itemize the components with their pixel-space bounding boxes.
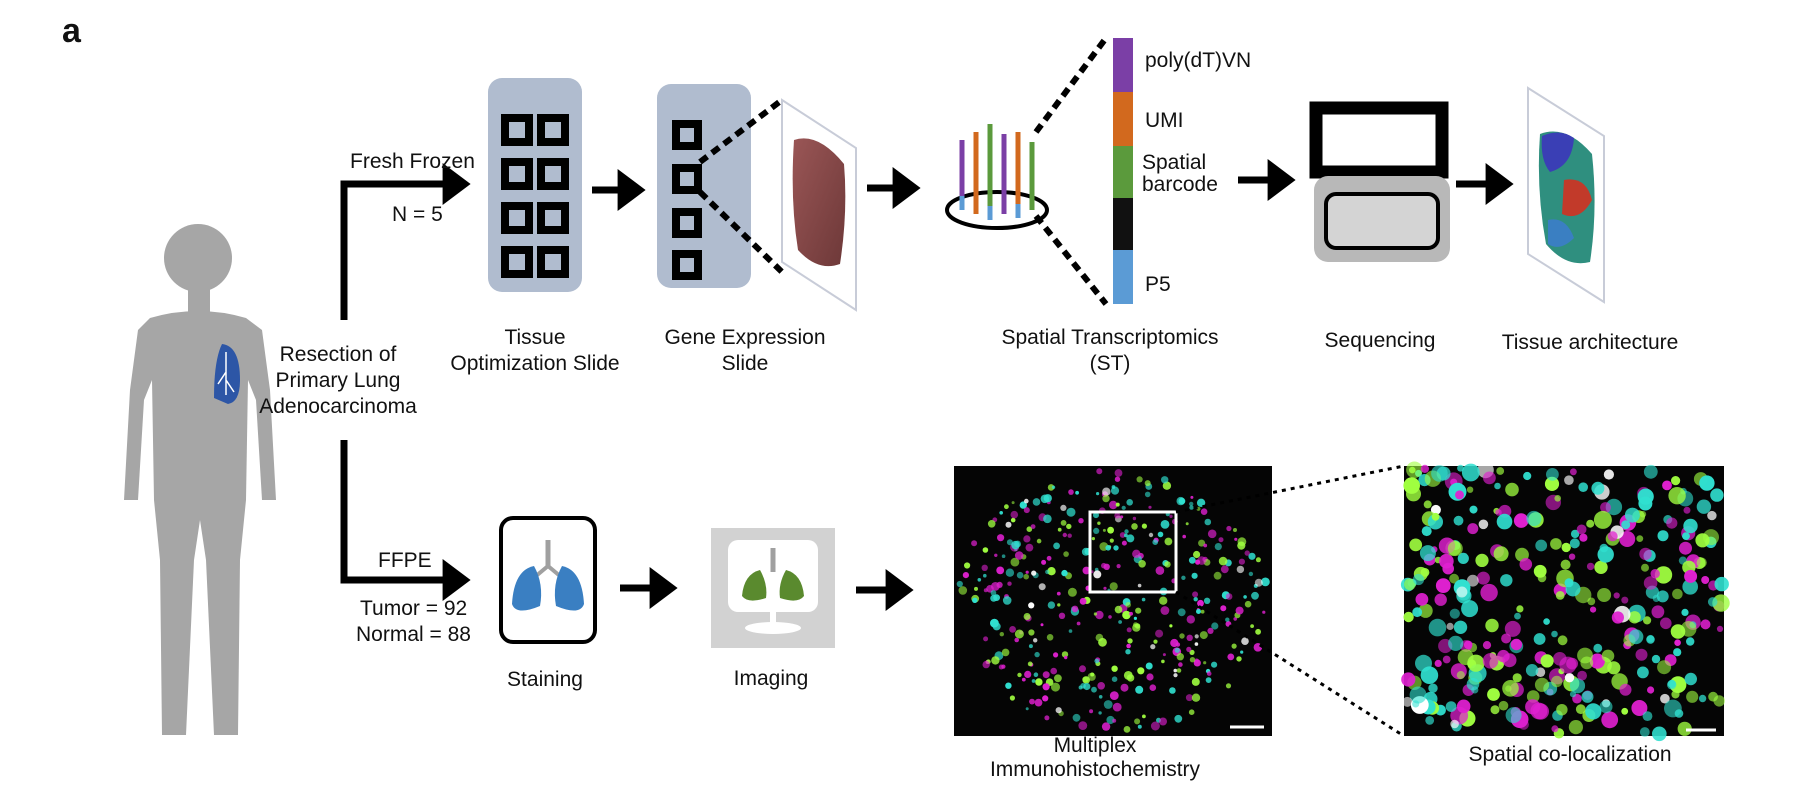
n-frozen-label: N = 5 (392, 203, 443, 226)
gene-expr-line1: Gene Expression (664, 326, 826, 349)
mihc-label: Multiplex Immunohistochemistry (960, 734, 1230, 782)
resection-line1: Resection of (279, 343, 397, 366)
tissue-architecture-icon (1527, 86, 1605, 304)
spatial-barcode-line2: barcode (1142, 173, 1218, 196)
mihc-image (954, 466, 1272, 736)
ffpe-arrow (340, 440, 471, 601)
sequencer-icon (1309, 101, 1450, 262)
polydt-label: poly(dT)VN (1145, 49, 1252, 72)
mihc-zoom-lines (1175, 464, 1405, 738)
staining-label: Staining (507, 668, 583, 691)
resection-line3: Adenocarcinoma (259, 395, 417, 418)
st-label: Spatial Transcriptomics (ST) (980, 325, 1240, 377)
spatial-barcode-label: Spatial barcode (1142, 152, 1218, 196)
colocalization-label: Spatial co-localization (1468, 743, 1672, 766)
tissue-optimization-slide-icon (488, 78, 582, 292)
lung-icon (214, 344, 240, 404)
st-line2: (ST) (1089, 352, 1131, 375)
oligo-barcode-bar (1113, 38, 1133, 304)
barcode-zoom-lines (1033, 36, 1109, 306)
umi-label: UMI (1145, 109, 1184, 132)
fresh-frozen-arrow (340, 163, 471, 320)
panel-label: a (62, 12, 81, 50)
st-spot-icon (945, 124, 1049, 230)
st-line1: Spatial Transcriptomics (1001, 326, 1219, 349)
normal-count-label: Normal = 88 (356, 623, 471, 646)
tissue-opt-line1: Tissue (504, 326, 566, 349)
tissue-section-icon (781, 98, 857, 312)
imaging-icon (711, 528, 835, 648)
fresh-frozen-label: Fresh Frozen (350, 150, 475, 173)
staining-icon (499, 516, 597, 644)
tissue-opt-line2: Optimization Slide (450, 352, 620, 375)
tumor-count-label: Tumor = 92 (360, 597, 468, 620)
tissue-optimization-label: Tissue Optimization Slide (430, 325, 640, 377)
imaging-label: Imaging (733, 667, 809, 690)
sequencing-label: Sequencing (1324, 329, 1436, 352)
gene-expression-label: Gene Expression Slide (640, 325, 850, 377)
human-silhouette-icon (124, 224, 276, 735)
colocalization-image (1400, 461, 1730, 742)
gene-expr-line2: Slide (721, 352, 769, 375)
resection-label: Resection of Primary Lung Adenocarcinoma (248, 342, 428, 420)
ffpe-label: FFPE (378, 549, 432, 572)
spatial-barcode-line1: Spatial (1142, 151, 1207, 174)
p5-label: P5 (1145, 273, 1171, 296)
gene-expression-slide-icon (657, 84, 751, 288)
mihc-line2: Immunohistochemistry (989, 758, 1201, 781)
tissue-architecture-label: Tissue architecture (1501, 331, 1679, 354)
zoom-lines (697, 97, 785, 275)
resection-line2: Primary Lung (275, 369, 401, 392)
mihc-line1: Multiplex (1053, 734, 1137, 757)
